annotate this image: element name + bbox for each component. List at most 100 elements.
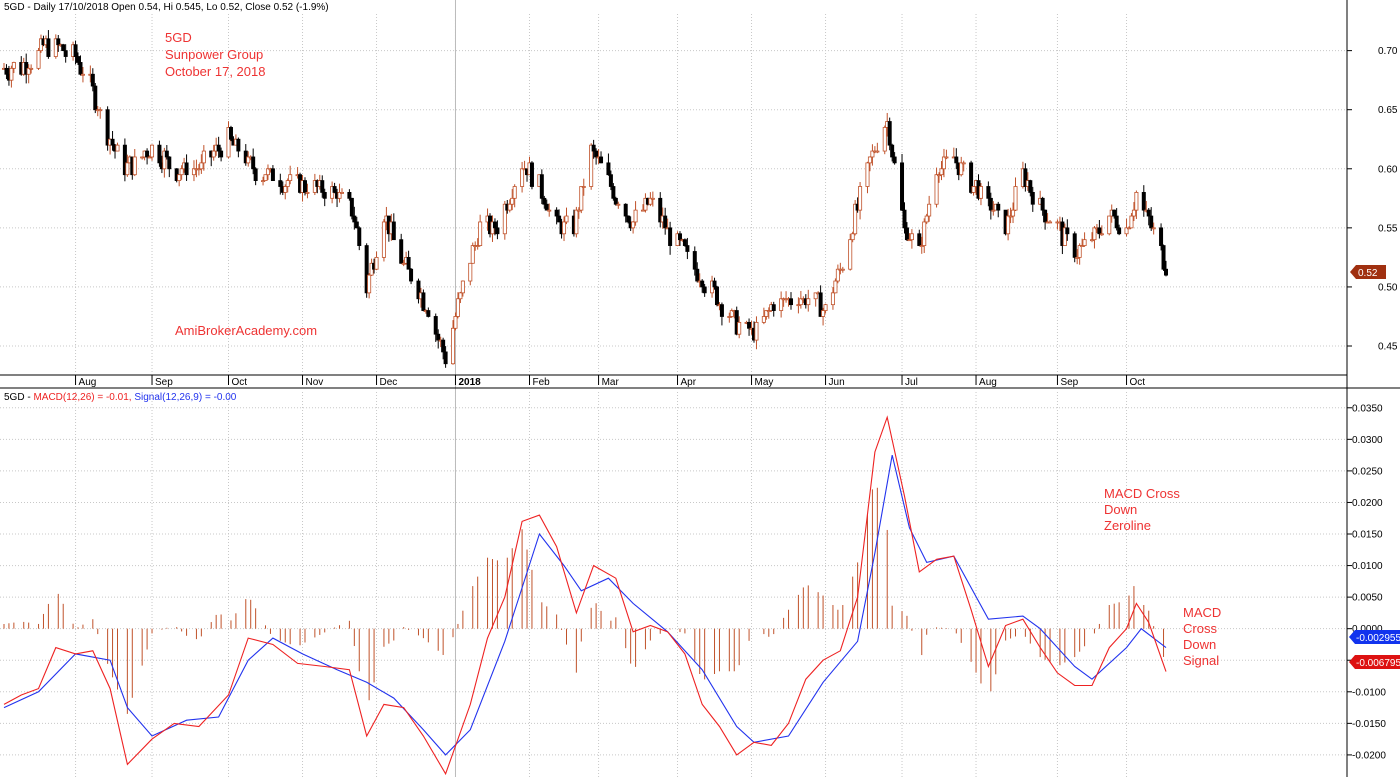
price-candle [110,130,115,151]
price-candle [263,174,268,182]
price-candle [357,226,362,251]
price-candle [339,188,344,194]
price-candle [922,218,927,254]
price-candle [971,186,976,196]
price-candle [682,238,687,247]
price-candle [270,165,275,181]
macd-header-sep: - [25,392,34,403]
x-tick-label: Jul [905,377,918,388]
price-candle [848,233,853,271]
price-candle [125,154,130,177]
price-candle [798,290,803,309]
zero-anno-line-2: Down [1104,502,1137,517]
price-candle [623,203,628,223]
price-candle [729,308,734,318]
price-candle [1117,224,1122,236]
x-tick-label: Oct [232,377,248,388]
price-candle [147,155,152,159]
price-header-text: - Daily 17/10/2018 Open 0.54, Hi 0.545, … [25,2,329,13]
macd-value: -0.006795 [1356,658,1400,669]
price-candle [36,47,41,70]
price-candle [441,337,446,360]
price-candle [944,149,949,160]
price-candle [436,329,441,349]
price-y-label: 0.70 [1378,46,1398,57]
price-header-symbol: 5GD [4,2,25,13]
signal-value: -0.002955 [1356,633,1400,644]
price-candle [900,153,905,211]
title-line-company: Sunpower Group [165,47,263,62]
price-candle [821,307,826,326]
price-candle [996,201,1001,218]
price-candles [2,30,1169,368]
price-candle [78,55,83,76]
price-candle [177,174,182,187]
zero-anno-line-3: Zeroline [1104,518,1151,533]
macd-zero-annotation: MACD Cross Down Zeroline [1104,486,1183,533]
price-candle [196,164,201,176]
price-candle [1030,186,1035,212]
price-candle [613,196,618,206]
price-candle [695,262,700,283]
price-candle [727,312,732,323]
price-candle [460,280,465,297]
price-candle [784,291,789,303]
price-candle [364,243,369,298]
price-candle [840,266,845,273]
price-candle [574,206,579,238]
price-candle [1048,220,1053,224]
signal-anno-line-4: Signal [1183,653,1219,668]
price-y-label: 0.55 [1378,223,1398,234]
macd-y-label: 0.0350 [1352,403,1383,414]
price-candle [80,67,85,83]
price-candle [941,148,946,178]
price-candle [581,178,586,196]
macd-header-symbol: 5GD [4,392,25,403]
price-candle [650,191,655,207]
price-candle [105,106,110,151]
macd-y-label: 0.0250 [1352,466,1383,477]
macd-histogram [3,487,1165,714]
price-candle [1164,260,1169,277]
price-candle [1077,243,1082,265]
price-candle [468,262,473,286]
price-candle [115,142,120,152]
price-candle [421,289,426,312]
price-candle [1040,196,1045,216]
price-candle [1062,223,1067,246]
price-candle [737,316,742,339]
price-candle [685,237,690,260]
x-tick-label: Oct [1130,377,1146,388]
price-candle [907,233,912,242]
price-candle [823,303,828,314]
price-candle [56,35,61,52]
x-tick-label: Aug [979,377,997,388]
price-candle [959,156,964,177]
price-candle [228,125,233,142]
price-candle [890,143,895,162]
price-candle [211,144,216,161]
price-candle [939,161,944,181]
price-candle [399,233,404,264]
price-candle [818,285,823,317]
title-annotation: 5GD Sunpower Group October 17, 2018 [165,30,267,79]
price-candle [986,181,991,207]
price-candle [875,142,880,154]
macd-y-label: 0.0000 [1352,624,1383,635]
macd-line [3,415,1167,776]
price-candle [179,165,184,180]
price-candle [46,30,51,59]
price-candle [858,181,863,220]
x-tick-label: Sep [155,377,173,388]
price-candle [761,307,766,325]
price-candle [608,170,613,191]
price-candle [1107,215,1112,236]
price-candle [951,147,956,159]
price-candle [265,164,270,180]
price-candle [433,313,438,342]
price-candle [1023,163,1028,192]
price-candle [991,201,996,216]
price-candle [640,204,645,212]
price-candle [391,213,396,241]
macd-lines [3,415,1167,776]
